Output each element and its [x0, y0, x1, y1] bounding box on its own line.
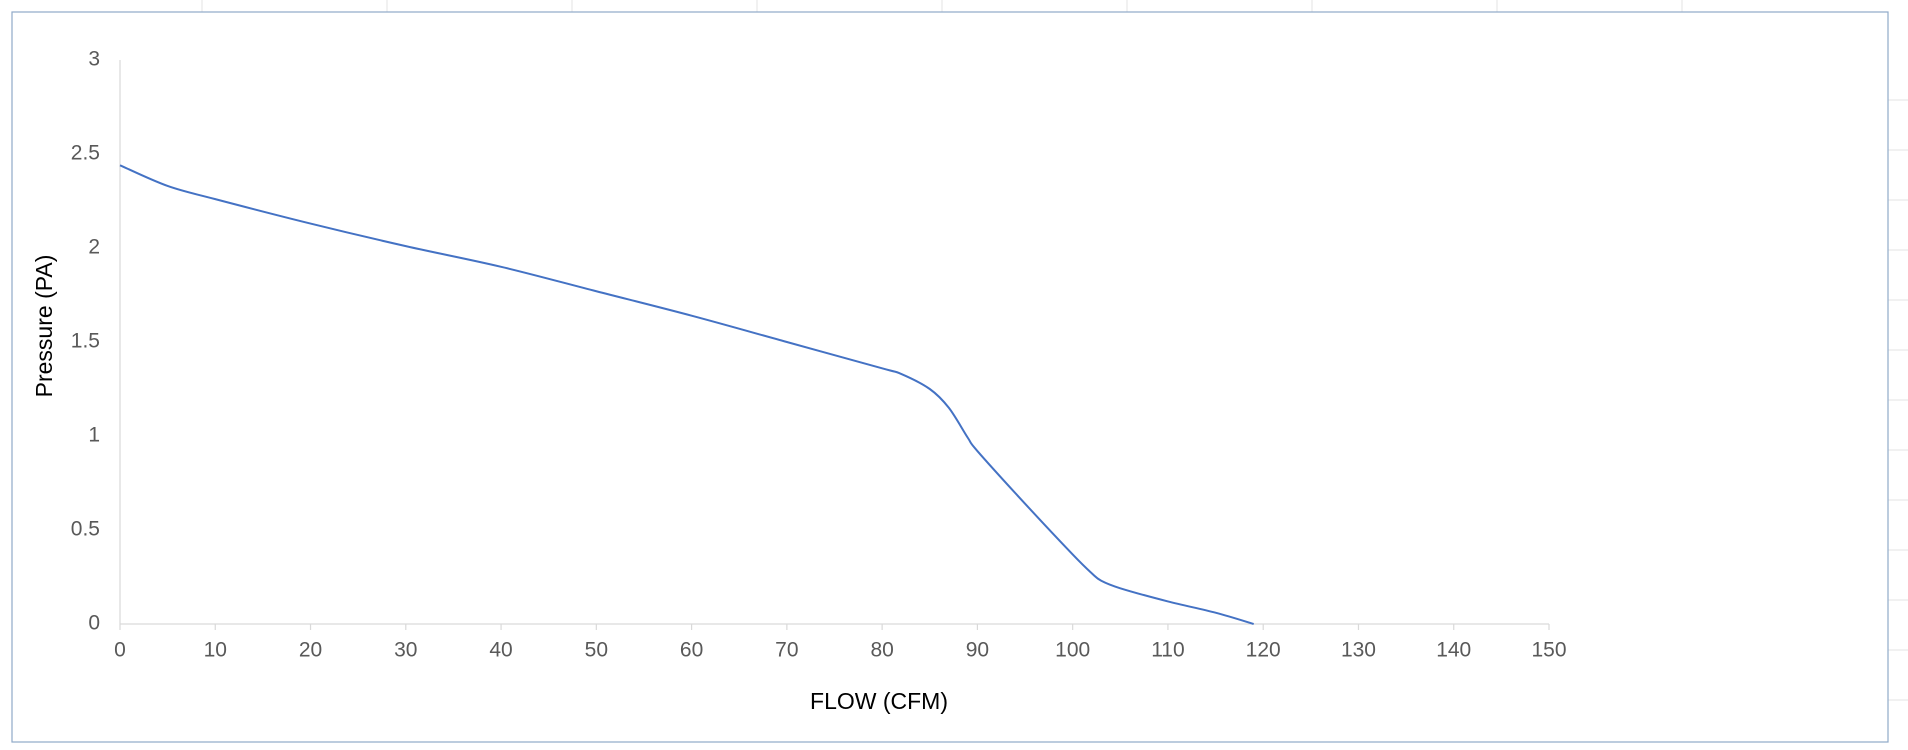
y-tick-label: 3	[88, 48, 100, 71]
x-axis-title: FLOW (CFM)	[810, 688, 948, 714]
y-axis-title: Pressure (PA)	[31, 255, 57, 398]
x-tick-label: 60	[680, 639, 703, 662]
x-tick-label: 20	[299, 639, 322, 662]
x-tick-label: 100	[1055, 639, 1090, 662]
x-tick-label: 30	[394, 639, 417, 662]
x-tick-label: 110	[1151, 639, 1184, 662]
y-tick-label: 0.5	[71, 518, 100, 541]
x-tick-label: 80	[870, 639, 893, 662]
x-tick-label: 130	[1341, 639, 1376, 662]
y-tick-label: 1.5	[71, 330, 100, 353]
x-tick-label: 10	[204, 639, 227, 662]
spreadsheet-background	[201, 0, 1908, 701]
chart-frame	[11, 11, 1889, 743]
y-tick-label: 2.5	[71, 142, 100, 165]
x-tick-label: 40	[489, 639, 512, 662]
x-tick-label: 140	[1436, 639, 1471, 662]
x-tick-label: 50	[585, 639, 608, 662]
y-tick-label: 1	[88, 424, 100, 447]
x-tick-label: 90	[966, 639, 989, 662]
x-tick-label: 70	[775, 639, 798, 662]
x-tick-label: 0	[114, 639, 126, 662]
y-tick-label: 2	[88, 236, 100, 259]
x-tick-label: 150	[1531, 639, 1566, 662]
x-tick-label: 120	[1246, 639, 1281, 662]
data-line	[119, 164, 1254, 625]
y-tick-label: 0	[88, 612, 100, 635]
